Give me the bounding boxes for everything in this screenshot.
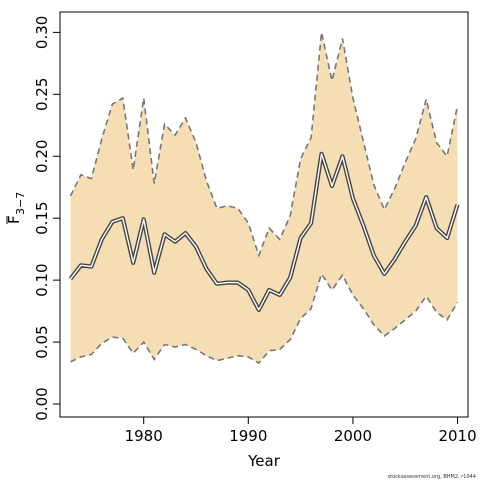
y-axis-title-main: F	[5, 215, 23, 224]
y-tick-label: 0.30	[33, 16, 51, 49]
y-tick-label: 0.10	[33, 263, 51, 296]
y-tick-label: 0.05	[33, 325, 51, 358]
y-axis: 0.00 0.05 0.10 0.15 0.20 0.25 0.30	[33, 16, 60, 421]
estimate-line	[69, 153, 459, 311]
lower-bound-line	[70, 272, 459, 365]
x-tick-label: 2000	[334, 427, 372, 445]
y-tick-label: 0.15	[33, 201, 51, 234]
plot-area	[68, 32, 460, 365]
upper-bound-line	[69, 32, 459, 258]
x-tick-label: 2010	[438, 427, 476, 445]
y-tick-label: 0.00	[33, 387, 51, 420]
plot-frame	[59, 11, 469, 418]
y-axis-title-subscript: 3−7	[14, 192, 27, 215]
y-axis-title: F 3−7	[5, 192, 27, 224]
confidence-band	[70, 32, 458, 364]
y-tick-label: 0.25	[33, 78, 51, 111]
x-axis: 1980 1990 2000 2010	[125, 417, 477, 445]
x-tick-label: 1990	[229, 427, 267, 445]
x-tick-label: 1980	[125, 427, 163, 445]
y-tick-label: 0.20	[33, 140, 51, 173]
credit-text: stockassessment.org, BHM2, r1044	[388, 474, 476, 480]
x-axis-title: Year	[247, 452, 281, 470]
